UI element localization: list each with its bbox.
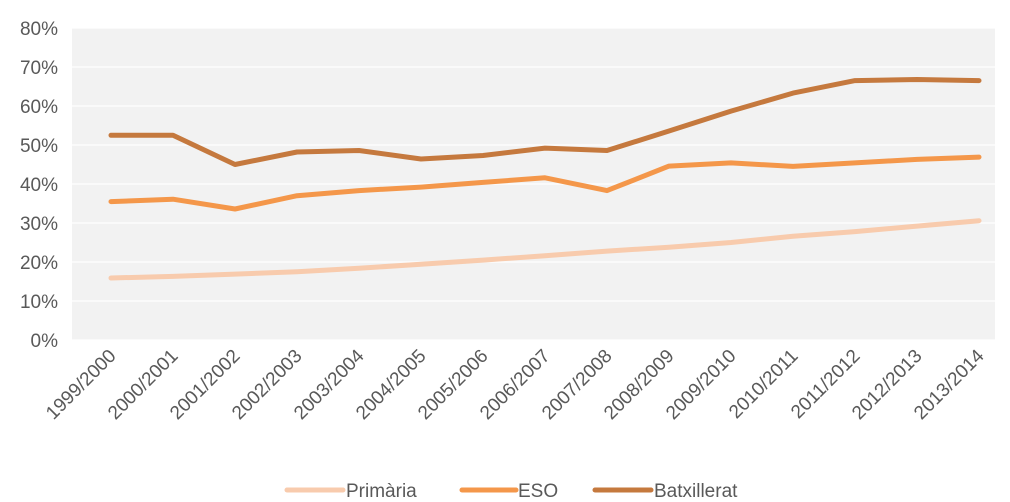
- series-line-eso: [108, 154, 982, 212]
- y-tick-label: 70%: [20, 58, 58, 79]
- y-tick-label: 20%: [20, 253, 58, 274]
- y-tick-label: 80%: [20, 19, 58, 40]
- series-line-prim-ria: [108, 218, 982, 281]
- y-tick-label: 30%: [20, 214, 58, 235]
- y-tick-label: 0%: [31, 331, 59, 352]
- y-tick-label: 10%: [20, 292, 58, 313]
- y-tick-label: 50%: [20, 136, 58, 157]
- legend-label: Batxillerat: [654, 481, 738, 502]
- legend-label: Primària: [346, 481, 417, 502]
- y-tick-label: 40%: [20, 175, 58, 196]
- y-tick-label: 60%: [20, 97, 58, 118]
- legend-label: ESO: [518, 481, 558, 502]
- series-line-batxillerat: [108, 77, 982, 167]
